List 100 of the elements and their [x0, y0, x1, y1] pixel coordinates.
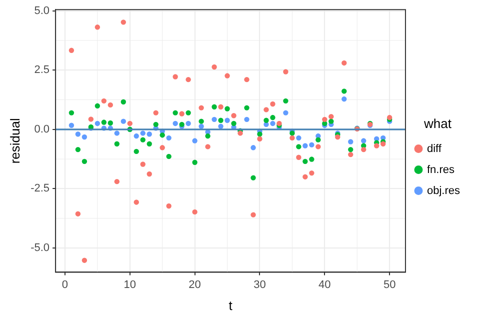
point	[212, 116, 217, 122]
point	[296, 135, 302, 141]
point	[316, 144, 321, 150]
point	[101, 98, 107, 104]
point	[257, 136, 262, 142]
point	[205, 144, 210, 150]
point	[244, 116, 250, 122]
point	[186, 76, 191, 82]
point	[296, 154, 302, 160]
point	[283, 69, 288, 74]
point	[218, 104, 224, 110]
point	[198, 118, 204, 124]
legend-label: fn.res	[426, 164, 455, 176]
point	[244, 105, 250, 110]
point	[218, 124, 224, 129]
point	[94, 24, 100, 30]
point	[172, 110, 178, 116]
point	[250, 212, 256, 218]
y-tick-label: 2.5	[34, 64, 50, 76]
point	[309, 156, 314, 162]
point	[224, 73, 230, 78]
x-tick-label: 30	[254, 278, 266, 291]
point	[192, 209, 198, 215]
point	[172, 74, 178, 80]
point	[296, 144, 302, 150]
point	[146, 141, 152, 146]
point	[186, 120, 191, 126]
point	[146, 132, 152, 137]
x-tick-label: 0	[62, 278, 68, 291]
point	[309, 170, 314, 176]
point	[75, 211, 81, 216]
legend-label: obj.res	[426, 184, 460, 197]
point	[140, 162, 146, 167]
point	[153, 122, 158, 128]
point	[134, 200, 139, 205]
point	[134, 133, 139, 139]
y-tick-label: -5.0	[30, 242, 50, 254]
y-tick-label: 5.0	[34, 4, 50, 17]
point	[348, 146, 354, 152]
point	[134, 148, 139, 154]
point	[75, 146, 81, 152]
point	[250, 175, 256, 180]
point	[192, 138, 198, 144]
point	[82, 134, 88, 140]
point	[88, 116, 94, 122]
point	[231, 113, 236, 118]
point	[270, 120, 276, 126]
point	[224, 118, 230, 123]
point	[302, 174, 308, 180]
point	[270, 101, 276, 107]
point	[114, 141, 120, 146]
point	[160, 145, 165, 150]
point	[302, 143, 308, 148]
point	[250, 145, 256, 150]
x-tick-label: 10	[124, 278, 136, 291]
point	[82, 258, 88, 263]
point	[348, 152, 354, 158]
point	[309, 142, 314, 148]
point	[160, 132, 165, 138]
point	[238, 130, 243, 136]
point	[120, 118, 126, 124]
point	[348, 139, 354, 144]
point	[374, 143, 380, 148]
point	[114, 130, 120, 136]
point	[82, 158, 88, 164]
point	[153, 110, 158, 116]
point	[218, 118, 224, 123]
point	[94, 120, 100, 126]
point	[166, 203, 172, 209]
point	[270, 114, 276, 120]
point	[198, 105, 204, 110]
point	[224, 106, 230, 112]
point	[120, 99, 126, 104]
point	[212, 104, 217, 110]
point	[264, 118, 269, 123]
legend-label: diff	[426, 142, 442, 155]
point	[75, 132, 81, 137]
point	[140, 137, 146, 142]
point	[342, 60, 347, 66]
point	[342, 96, 347, 102]
point	[120, 20, 126, 25]
point	[264, 107, 269, 112]
point	[361, 146, 366, 152]
point	[231, 120, 236, 126]
point	[68, 110, 74, 116]
legend-title: what	[423, 116, 452, 131]
point	[108, 102, 114, 108]
point	[94, 103, 100, 109]
point	[140, 130, 146, 136]
point	[283, 98, 288, 104]
point	[192, 160, 198, 165]
point	[212, 64, 217, 70]
point	[316, 137, 321, 142]
point	[257, 132, 262, 137]
x-tick-label: 40	[318, 278, 331, 291]
point	[322, 116, 328, 122]
point	[335, 134, 340, 140]
y-tick-label: 0.0	[34, 123, 50, 136]
point	[328, 118, 334, 124]
y-tick-label: -2.5	[30, 182, 50, 195]
